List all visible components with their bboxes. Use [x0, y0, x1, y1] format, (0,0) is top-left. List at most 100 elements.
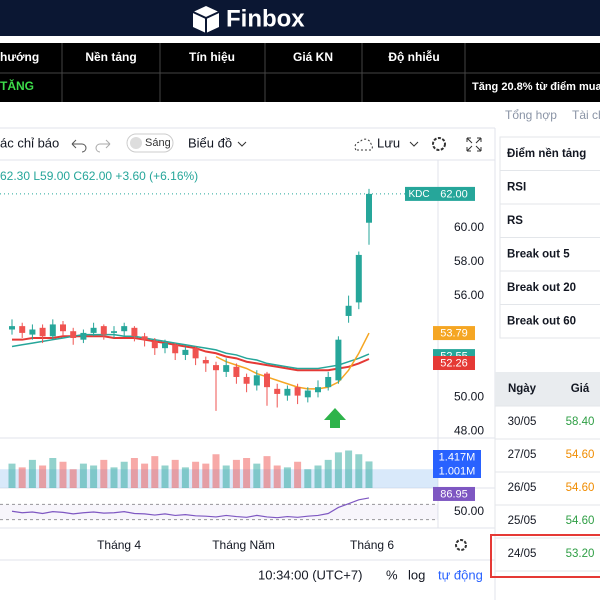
- candle-body: [304, 390, 311, 398]
- candle-body: [243, 376, 250, 384]
- moving-average: [11, 333, 370, 370]
- candle-body: [131, 327, 138, 337]
- candle-body: [80, 332, 87, 340]
- volume-bar: [18, 467, 26, 488]
- symbol-label: KDC: [408, 189, 429, 200]
- price-badge: [433, 464, 481, 478]
- history-col-header: Ngày: [508, 383, 537, 395]
- volume-bar: [181, 467, 189, 488]
- fullscreen-icon[interactable]: [466, 137, 482, 152]
- volume-bar: [120, 461, 128, 488]
- candle-body: [264, 373, 270, 388]
- candle-body: [70, 331, 77, 338]
- candle-body: [202, 360, 209, 364]
- criteria-label: Break out 20: [507, 282, 576, 294]
- volume-bar: [79, 463, 87, 488]
- candle-body: [100, 326, 107, 335]
- candle-body: [111, 331, 117, 333]
- trend-cell: TĂNG: [0, 78, 34, 93]
- save-button[interactable]: Lưu: [377, 135, 400, 150]
- rsi-band-fill: [0, 504, 438, 520]
- col-header: Độ nhiễu: [388, 49, 439, 64]
- auto-toggle[interactable]: tự động: [438, 567, 483, 582]
- volume-bar: [151, 456, 159, 488]
- x-tick-label: Tháng 4: [97, 538, 141, 552]
- history-row: [494, 537, 600, 572]
- price-badge-label: 62.00: [440, 188, 468, 200]
- criteria-label: Điểm nền tảng: [507, 148, 586, 160]
- price-badge: [433, 186, 475, 201]
- logo-icon: [192, 6, 220, 33]
- volume-bar: [365, 461, 373, 488]
- tab[interactable]: Tài ch: [572, 108, 600, 122]
- candle-body: [192, 348, 199, 359]
- clock: 10:34:00 (UTC+7): [258, 567, 362, 582]
- volume-bar: [243, 458, 251, 488]
- moving-average: [215, 332, 370, 390]
- volume-bar: [59, 461, 67, 488]
- indicators-button[interactable]: ác chỉ báo: [0, 135, 59, 150]
- volume-bar: [130, 458, 138, 488]
- candle-body: [60, 324, 66, 332]
- moving-average: [12, 335, 370, 372]
- history-price: 58.40: [566, 416, 595, 428]
- volume-bar: [324, 459, 332, 488]
- col-header: Giá KN: [293, 50, 333, 64]
- candle-body: [141, 336, 148, 340]
- history-price: 54.60: [566, 449, 595, 461]
- history-date: 24/05: [508, 548, 537, 560]
- symbol-badge: [405, 186, 433, 201]
- price-badge-label: 86.95: [440, 488, 468, 500]
- volume-bar: [212, 454, 220, 488]
- volume-bar: [253, 463, 261, 488]
- logo: Finbox: [226, 5, 305, 32]
- volume-bar: [100, 459, 108, 488]
- price-badge-label: 1.417M: [439, 451, 476, 463]
- volume-bar: [69, 469, 77, 488]
- volume-bar: [345, 450, 353, 488]
- axis-settings-icon[interactable]: [455, 539, 467, 551]
- history-header: [495, 372, 600, 406]
- note-cell: Tăng 20.8% từ điểm mua: [472, 81, 600, 93]
- volume-bar: [161, 465, 169, 488]
- tab[interactable]: Tổng hợp: [505, 108, 557, 122]
- history-price: 53.20: [566, 548, 595, 560]
- settings-icon[interactable]: [432, 137, 446, 151]
- candle-body: [151, 341, 158, 349]
- history-price: 54.60: [566, 482, 595, 494]
- volume-bar: [110, 467, 118, 488]
- undo-icon[interactable]: [71, 139, 87, 153]
- price-badge-label: 53.79: [440, 327, 468, 339]
- candle-body: [9, 326, 15, 330]
- candle-body: [315, 387, 321, 393]
- history-price: 54.60: [566, 515, 595, 527]
- volume-bar: [90, 465, 98, 488]
- criteria-label: Break out 60: [507, 316, 576, 328]
- history-date: 30/05: [508, 416, 537, 428]
- candle-body: [213, 365, 219, 371]
- volume-bar: [141, 463, 149, 488]
- candle-body: [325, 376, 332, 388]
- percent-toggle[interactable]: %: [386, 567, 398, 582]
- candle-body: [274, 388, 281, 394]
- y-tick-label: 56.00: [454, 288, 484, 302]
- y-tick-label: 48.00: [454, 423, 484, 437]
- price-badge-label: 1.001M: [439, 465, 476, 477]
- candle-body: [294, 387, 301, 396]
- chevron: [409, 141, 419, 147]
- chart-type-button[interactable]: Biểu đồ: [188, 135, 232, 150]
- history-row: [494, 438, 600, 473]
- log-toggle[interactable]: log: [408, 567, 425, 582]
- criteria-row: [499, 170, 600, 205]
- criteria-label: RS: [507, 215, 523, 227]
- candle-body: [49, 324, 56, 337]
- ohlc-legend: 62.30 L59.00 C62.00 +3.60 (+6.16%): [0, 169, 198, 183]
- redo-icon[interactable]: [95, 139, 111, 153]
- candle-body: [233, 366, 240, 377]
- price-badge: [433, 326, 475, 341]
- volume-bar: [171, 459, 179, 488]
- volume-bar: [39, 465, 47, 488]
- candle-body: [253, 375, 260, 386]
